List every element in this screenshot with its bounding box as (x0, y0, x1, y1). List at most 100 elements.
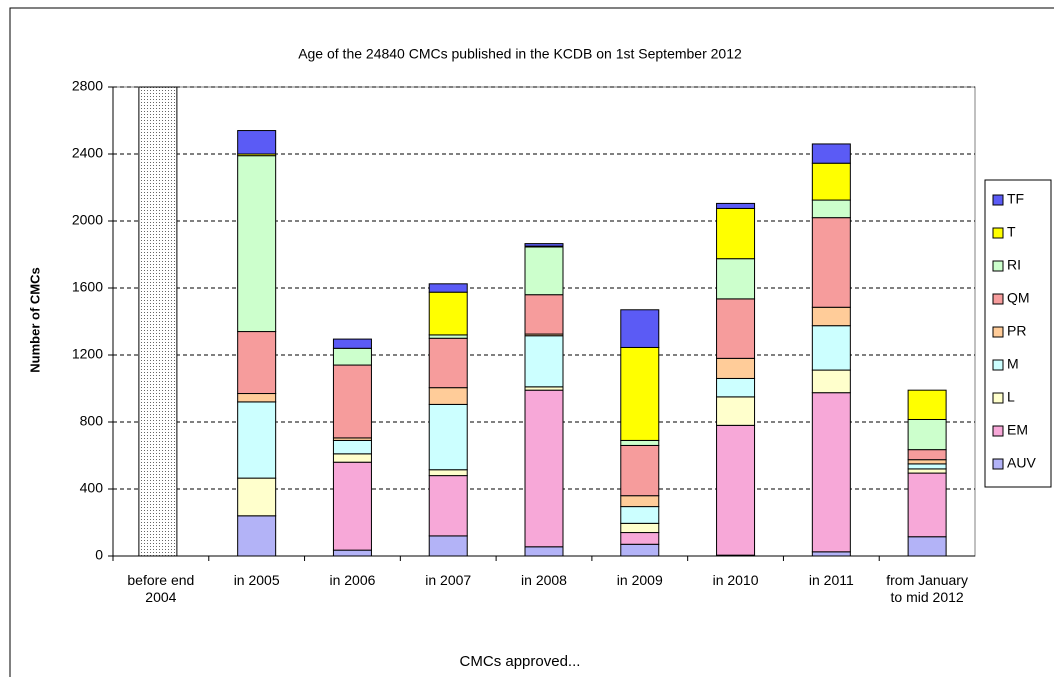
bar-segment (332, 461, 372, 551)
bar-segment (332, 347, 372, 366)
bar-segment (428, 387, 468, 405)
legend-label: RI (1007, 257, 1021, 273)
bar-segment (716, 298, 756, 359)
bar-segment (524, 335, 564, 388)
x-tick-label: in 2007 (425, 572, 472, 588)
legend-swatch (992, 425, 1004, 437)
bar-segment (428, 337, 468, 389)
x-tick-label: before end 2004 (127, 572, 195, 605)
bar-segment (620, 346, 660, 441)
bar-segment (332, 364, 372, 439)
bar-segment (716, 396, 756, 426)
x-tick-label: in 2010 (712, 572, 759, 588)
bar-segment (907, 536, 947, 557)
no-data-region (138, 86, 178, 557)
legend-label: AUV (1007, 455, 1036, 471)
bar-segment (237, 393, 277, 403)
bar-segment (907, 472, 947, 538)
bar-segment (620, 506, 660, 524)
chart-title: Age of the 24840 CMCs published in the K… (298, 46, 742, 62)
bar-segment (620, 522, 660, 534)
bar-segment (620, 309, 660, 348)
bar-segment (811, 392, 851, 553)
bar-segment (428, 334, 468, 339)
bar-segment (428, 469, 468, 477)
bar-segment (620, 543, 660, 557)
legend-label: L (1007, 389, 1015, 405)
bar-segment (332, 439, 372, 455)
legend-label: M (1007, 356, 1019, 372)
bar-segment (237, 401, 277, 479)
legend-swatch (992, 227, 1004, 239)
legend-swatch (992, 326, 1004, 338)
bar-segment (524, 389, 564, 548)
legend-label: PR (1007, 323, 1026, 339)
bar-segment (907, 468, 947, 474)
bar-segment (524, 243, 564, 247)
y-tick-label: 2400 (72, 145, 103, 161)
bar-segment (907, 389, 947, 420)
y-tick-label: 0 (95, 547, 103, 563)
x-tick-label: in 2006 (329, 572, 376, 588)
bar-segment (811, 325, 851, 371)
bar-segment (524, 386, 564, 391)
bar-segment (428, 283, 468, 293)
legend-swatch (992, 293, 1004, 305)
x-tick-label: in 2009 (616, 572, 663, 588)
bar-segment (907, 459, 947, 465)
y-tick-label: 1200 (72, 346, 103, 362)
bar-segment (237, 155, 277, 333)
bar-segment (907, 463, 947, 470)
bar-segment (716, 258, 756, 300)
bar-segment (716, 377, 756, 398)
x-tick-label: in 2005 (233, 572, 280, 588)
legend-label: QM (1007, 290, 1030, 306)
bar-segment (716, 207, 756, 260)
y-tick-label: 1600 (72, 279, 103, 295)
bar-segment (716, 357, 756, 379)
y-tick-label: 2000 (72, 212, 103, 228)
bar-segment (811, 199, 851, 219)
bar-segment (811, 217, 851, 308)
bar-segment (907, 418, 947, 451)
legend-label: TF (1007, 191, 1024, 207)
legend-swatch (992, 392, 1004, 404)
legend-swatch (992, 359, 1004, 371)
bar-segment (620, 532, 660, 545)
bar-segment (428, 403, 468, 471)
legend-swatch (992, 260, 1004, 272)
bar-segment (524, 546, 564, 557)
y-tick-label: 800 (80, 413, 104, 429)
bar-segment (811, 162, 851, 201)
bar-segment (428, 535, 468, 557)
bar-segment (332, 453, 372, 463)
legend-label: EM (1007, 422, 1028, 438)
y-axis-label: Number of CMCs (27, 267, 42, 372)
bar-segment (620, 444, 660, 497)
bar-segment (620, 439, 660, 446)
y-tick-label: 400 (80, 480, 104, 496)
bar-segment (237, 477, 277, 517)
bar-segment (524, 294, 564, 335)
legend-swatch (992, 194, 1004, 206)
bar-segment (620, 495, 660, 508)
bar-segment (428, 291, 468, 336)
bar-segment (237, 130, 277, 155)
bar-segment (811, 551, 851, 557)
legend-label: T (1007, 224, 1016, 240)
bar-segment (524, 246, 564, 296)
bar-segment (811, 143, 851, 164)
bar-segment (428, 475, 468, 537)
bar-segment (332, 338, 372, 349)
bar-segment (907, 449, 947, 461)
bar-segment (811, 306, 851, 327)
bar-segment (811, 369, 851, 394)
bar-segment (237, 515, 277, 557)
x-tick-label: from January to mid 2012 (886, 572, 968, 605)
y-tick-label: 2800 (72, 78, 103, 94)
x-tick-label: in 2008 (521, 572, 567, 588)
bar-segment (716, 202, 756, 209)
bar-segment (332, 549, 372, 557)
